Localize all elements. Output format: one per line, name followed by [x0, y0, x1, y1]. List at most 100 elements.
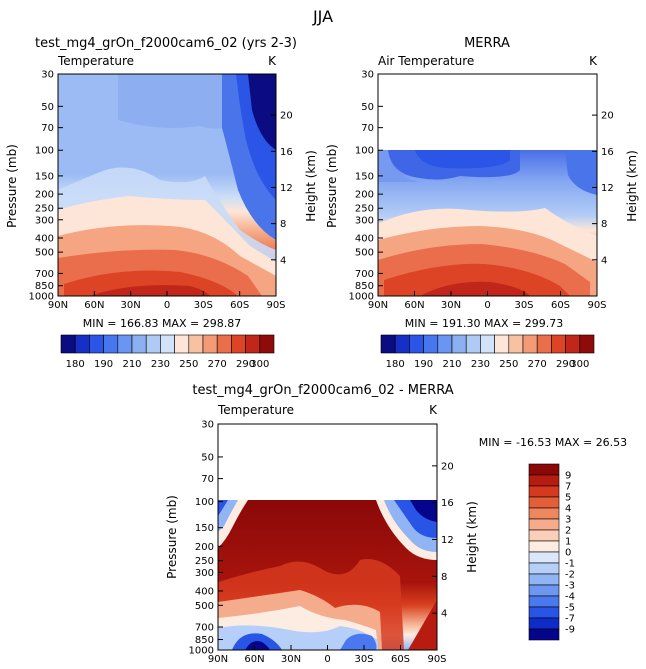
x-tick-label: 90S	[587, 300, 606, 311]
y-right-tick-label: 20	[441, 461, 454, 472]
panel-model-subtitle: Temperature	[57, 54, 134, 68]
y-tick-label: 100	[355, 146, 374, 157]
colorbar-label: 210	[442, 359, 461, 370]
colorbar-label: 5	[565, 493, 571, 504]
x-tick-label: 60S	[230, 300, 249, 311]
colorbar-swatch	[451, 334, 467, 354]
colorbar-swatch	[551, 334, 566, 354]
colorbar-label: 7	[565, 482, 571, 493]
colorbar-swatch	[528, 584, 560, 597]
colorbar-swatch	[528, 529, 560, 542]
colorbar-label: 210	[122, 359, 141, 370]
y-tick-label: 850	[35, 281, 54, 292]
y-right-tick-label: 8	[280, 219, 286, 230]
colorbar-label: 290	[236, 359, 255, 370]
colorbar-label: -1	[565, 559, 575, 570]
colorbar-label: 190	[94, 359, 113, 370]
colorbar-swatch	[528, 474, 560, 487]
colorbar-label: 250	[499, 359, 518, 370]
y-tick-label: 850	[195, 635, 214, 646]
colorbar-swatch	[480, 334, 495, 354]
colorbar-swatch	[117, 334, 133, 354]
y-tick-label: 700	[35, 269, 54, 280]
colorbar-label: -2	[565, 570, 575, 581]
y-right-tick-label: 12	[280, 183, 293, 194]
colorbar-swatch	[528, 485, 560, 498]
colorbar-swatch	[528, 606, 560, 619]
panel-model-units: K	[268, 54, 277, 68]
x-tick-label: 30S	[354, 654, 373, 665]
y-tick-label: 250	[195, 556, 214, 567]
y-right-tick-label: 8	[601, 219, 607, 230]
colorbar-label: 300	[570, 359, 589, 370]
colorbar-swatch	[259, 334, 275, 354]
colorbar-label: -9	[565, 625, 575, 636]
colorbar-label: 190	[414, 359, 433, 370]
y-tick-label: 30	[361, 70, 374, 81]
x-tick-label: 60N	[244, 654, 264, 665]
x-tick-label: 90S	[427, 654, 446, 665]
y-right-tick-label: 8	[441, 572, 447, 583]
panel-model-field	[58, 74, 276, 296]
panel-diff-ylabel-right: Height (km)	[465, 501, 479, 572]
panel-model-ylabel-right: Height (km)	[304, 150, 318, 221]
y-tick-label: 70	[361, 123, 374, 134]
y-tick-label: 200	[195, 542, 214, 553]
y-right-tick-label: 12	[601, 183, 614, 194]
panel-diff-field	[218, 500, 437, 650]
x-tick-label: 90N	[48, 300, 68, 311]
colorbar-swatch	[528, 562, 560, 575]
colorbar-swatch	[528, 507, 560, 520]
y-right-tick-label: 16	[280, 147, 293, 158]
panel-merra-ylabel: Pressure (mb)	[325, 144, 339, 228]
colorbar-swatch	[409, 334, 424, 354]
colorbar-label: 0	[565, 548, 571, 559]
panel-model-yticks-right: 20 16 12 8 4	[271, 111, 293, 266]
colorbar-label: 1	[565, 537, 571, 548]
colorbar-swatch	[89, 334, 104, 354]
page-title: JJA	[312, 7, 333, 26]
colorbar-swatch	[202, 334, 218, 354]
y-tick-label: 250	[35, 204, 54, 215]
y-right-tick-label: 16	[601, 147, 614, 158]
x-tick-label: 60N	[404, 300, 424, 311]
x-tick-label: 90S	[266, 300, 285, 311]
y-tick-label: 300	[355, 215, 374, 226]
panel-diff-yticks-right: 20 16 12 8 4	[432, 461, 454, 620]
y-tick-label: 50	[201, 452, 214, 463]
colorbar-label: 180	[386, 359, 405, 370]
y-tick-label: 300	[195, 568, 214, 579]
panel-merra-units: K	[589, 54, 598, 68]
y-tick-label: 500	[195, 601, 214, 612]
y-right-tick-label: 4	[441, 609, 447, 620]
colorbar-swatch	[579, 334, 595, 354]
panel-diff-units: K	[429, 403, 438, 417]
x-tick-label: 30S	[194, 300, 213, 311]
x-tick-label: 60S	[391, 654, 410, 665]
y-tick-label: 850	[355, 281, 374, 292]
y-tick-label: 200	[355, 190, 374, 201]
y-tick-label: 400	[35, 233, 54, 244]
colorbar-label: 290	[556, 359, 575, 370]
colorbar-swatch	[174, 334, 190, 354]
panel-merra-yticks-right: 20 16 12 8 4	[592, 111, 614, 266]
x-tick-label: 0	[164, 300, 170, 311]
colorbar-swatch	[103, 334, 119, 354]
y-right-tick-label: 20	[280, 111, 293, 122]
x-tick-label: 0	[484, 300, 490, 311]
colorbar-label: 9	[565, 471, 571, 482]
panel-diff-stats: MIN = -16.53 MAX = 26.53	[479, 436, 627, 449]
panel-merra-field	[378, 150, 597, 296]
colorbar-swatch	[188, 334, 204, 354]
x-tick-label: 60N	[84, 300, 104, 311]
y-tick-label: 250	[355, 204, 374, 215]
colorbar-swatch	[131, 334, 147, 354]
colorbar-swatch	[494, 334, 510, 354]
colorbar-swatch	[528, 496, 560, 509]
y-tick-label: 1000	[29, 292, 54, 303]
